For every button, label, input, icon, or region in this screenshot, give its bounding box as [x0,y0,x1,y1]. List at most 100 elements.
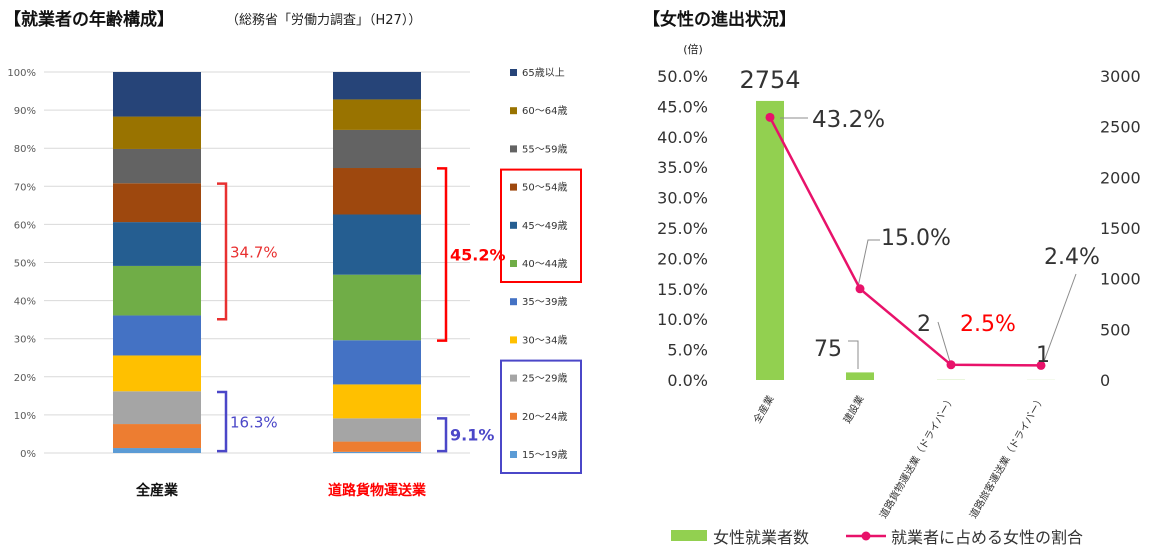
right-x-category-label: 建設業 [840,393,866,425]
left-y-tick-label: 50% [14,259,36,270]
right-x-axis: 全産業 建設業 道路貨物運送業（ドライバー） 道路旅客運送業（ドライバー） [750,393,1047,521]
right-right-tick-label: 2500 [1100,118,1141,137]
right-bar-value-label: 75 [814,337,842,362]
left-bars [113,72,421,453]
left-legend-highlight-box [500,359,582,475]
left-bar-segment [333,129,421,169]
right-right-axis: 0 500 1000 1500 2000 2500 3000 [1100,67,1141,390]
left-bar-segment [333,214,421,275]
left-bar-segment [113,355,201,392]
right-line-path [768,116,1042,367]
left-x-axis: 全産業 道路貨物運送業 [135,482,427,499]
left-legend-swatch [510,298,517,306]
right-x-category-label: 全産業 [750,393,776,425]
left-legend-swatch [510,451,517,458]
left-y-tick-label: 40% [14,297,36,308]
right-line-series [765,112,1046,370]
women-participation-chart: 【女性の進出状況】 (倍) 0.0% 5.0% 10.0% 15.0% 20.0% 25.… [643,9,1141,547]
left-legend-label: 20～24歳 [522,411,567,423]
left-legend-swatch [510,107,517,115]
left-legend: 65歳以上 60～64歳 55～59歳 50～54歳 45～49歳 40～44歳 35～39… [500,67,582,475]
right-label-leader [937,321,951,363]
left-legend-label: 35～39歳 [522,296,567,308]
left-y-tick-label: 10% [14,411,36,422]
right-legend-bar-swatch [671,530,707,541]
right-left-tick-label: 5.0% [667,341,708,360]
right-line-value-label: 15.0% [881,226,951,251]
left-bar-segment [113,148,201,184]
left-bar-segment [113,222,201,266]
right-bar-value-label: 2754 [739,66,800,94]
right-left-axis: 0.0% 5.0% 10.0% 15.0% 20.0% 25.0% 30.0% 35.0% 40… [657,67,708,390]
left-legend-swatch [510,145,517,153]
right-bars [756,100,1055,380]
left-bar-segment [333,441,421,452]
right-left-tick-label: 35.0% [657,158,708,177]
right-left-tick-label: 45.0% [657,97,708,116]
left-y-axis: 0% 10% 20% 30% 40% 50% 60% 70% 80% 90% 100% [7,68,36,460]
left-legend-swatch [510,221,517,229]
left-legend-label: 65歳以上 [522,67,565,79]
left-bracket [217,390,228,453]
left-legend-label: 40～44歳 [522,258,567,270]
left-legend-swatch [510,336,517,344]
left-bar-segment [113,116,201,149]
left-bar-segment [113,315,201,356]
left-chart-title: 【就業者の年齢構成】 [4,9,174,30]
right-right-tick-label: 1500 [1100,219,1141,238]
left-bar-segment [113,424,201,449]
right-chart-unit-label: (倍) [683,42,703,56]
left-legend-swatch [510,260,517,267]
left-bar-segment [113,265,201,316]
left-y-tick-label: 90% [14,106,36,117]
left-legend-label: 30～34歳 [522,334,567,346]
left-bar-segment [333,340,421,385]
right-right-tick-label: 3000 [1100,67,1141,86]
right-right-tick-label: 500 [1100,320,1131,339]
left-bracket [437,167,448,342]
left-legend-swatch [510,183,517,191]
left-bar-segment [333,418,421,442]
right-label-leader [857,239,880,288]
right-bar-value-label: 1 [1036,343,1050,368]
right-line-point [765,112,775,122]
left-legend-label: 15～19歳 [522,449,567,461]
left-bar-segment [333,72,421,100]
left-legend-swatch [510,412,517,420]
right-right-tick-label: 0 [1100,371,1110,390]
left-legend-label: 25～29歳 [522,373,567,385]
right-left-tick-label: 15.0% [657,280,708,299]
right-line-value-label: 2.5% [960,312,1016,337]
right-left-tick-label: 20.0% [657,249,708,268]
left-bar-segment [333,384,421,419]
left-x-category-label: 道路貨物運送業 [328,482,427,499]
right-left-tick-label: 40.0% [657,128,708,147]
left-legend-label: 55～59歳 [522,143,567,155]
right-bar-value-label: 2 [917,312,931,337]
left-legend-swatch [510,374,517,382]
left-legend-highlight-box [500,168,582,284]
left-y-tick-label: 0% [20,449,36,460]
right-data-labels: 2754 75 2 1 43.2% 15.0% 2.5% 2.4% [739,66,1099,368]
right-line-value-label: 43.2% [812,107,885,133]
left-bar-segment [113,183,201,223]
left-legend-label: 50～54歳 [522,182,567,194]
right-right-tick-label: 1000 [1100,270,1141,289]
left-y-tick-label: 30% [14,335,36,346]
left-legend-label: 60～64歳 [522,105,567,117]
left-y-tick-label: 100% [7,68,36,79]
left-bar-segment [333,274,421,341]
left-legend-swatch [510,69,517,76]
right-legend-line-label: 就業者に占める女性の割合 [891,528,1083,547]
left-annotations: 34.7% 16.3% 45.2% 9.1% [217,167,506,453]
right-line-value-label: 2.4% [1044,245,1100,270]
right-line-point [855,284,865,294]
left-bar-segment [333,99,421,130]
left-y-tick-label: 60% [14,220,36,231]
left-bracket [437,417,448,453]
age-composition-chart: 【就業者の年齢構成】 （総務省「労働力調査」（H27）） 0% 10% 20% 30%… [4,9,582,499]
right-label-leader [1042,273,1077,365]
right-legend-line-marker [861,531,871,541]
